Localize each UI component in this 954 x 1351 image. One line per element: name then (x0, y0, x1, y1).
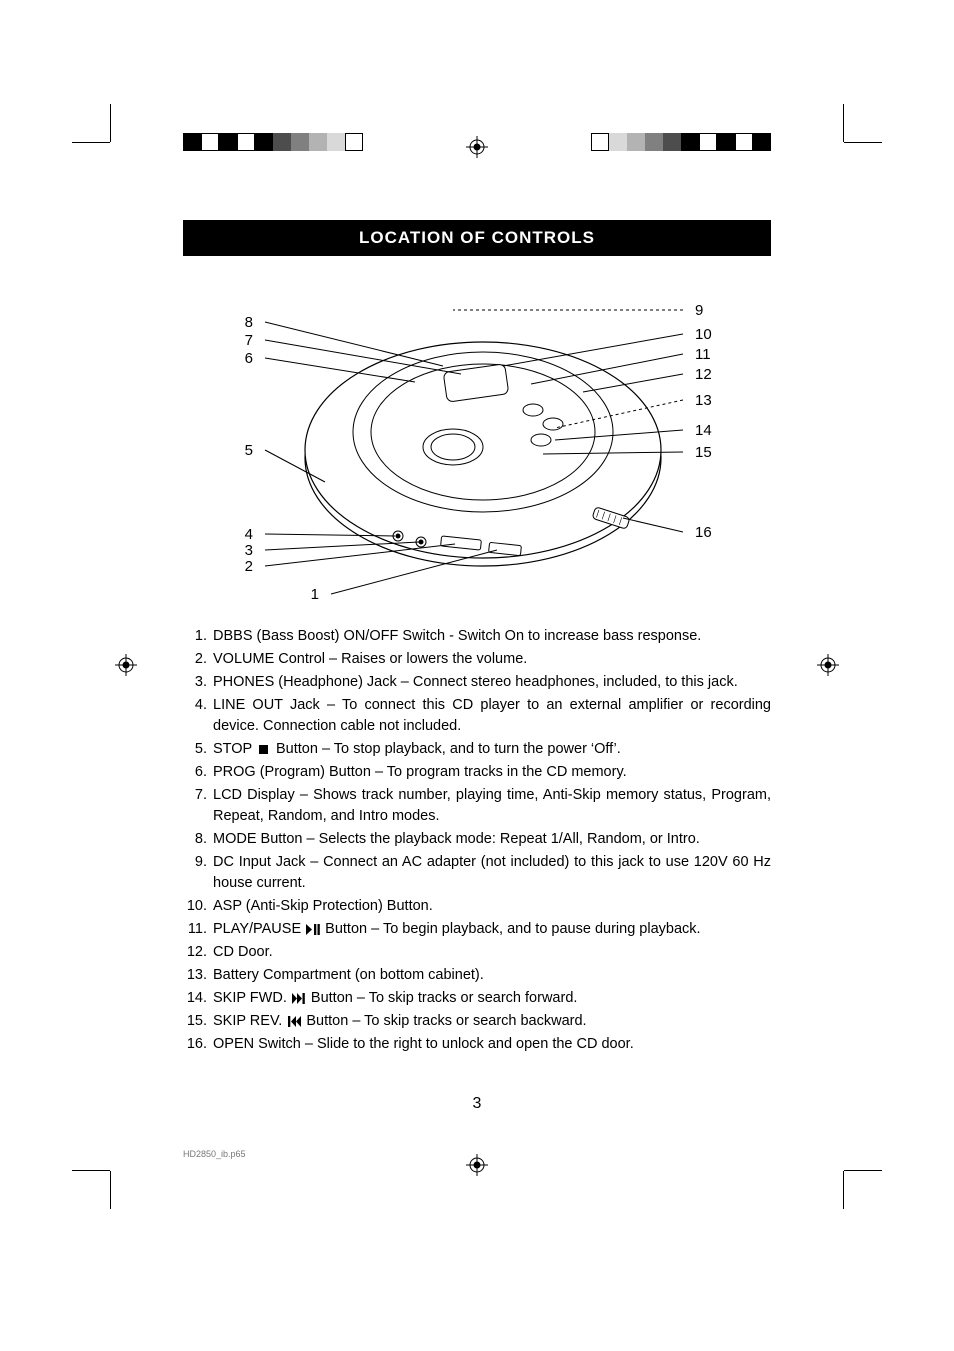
section-title: LOCATION OF CONTROLS (183, 220, 771, 256)
item-text: SKIP REV. Button – To skip tracks or sea… (213, 1013, 587, 1029)
list-item: 14. SKIP FWD. Button – To skip tracks or … (183, 988, 771, 1009)
svg-text:4: 4 (245, 526, 253, 543)
list-item: 8. MODE Button – Selects the playback mod… (183, 829, 771, 850)
controls-list: 1. DBBS (Bass Boost) ON/OFF Switch - Swit… (183, 626, 771, 1055)
item-text: PROG (Program) Button – To program track… (213, 764, 627, 780)
svg-text:3: 3 (245, 542, 253, 559)
item-number: 14. (183, 988, 207, 1009)
item-number: 6. (183, 762, 207, 783)
item-text: ASP (Anti-Skip Protection) Button. (213, 898, 433, 914)
list-item: 16. OPEN Switch – Slide to the right to u… (183, 1034, 771, 1055)
page: LOCATION OF CONTROLS 8765432191011121314… (0, 0, 954, 1351)
item-text: Battery Compartment (on bottom cabinet). (213, 967, 484, 983)
registration-mark-right (817, 654, 839, 676)
page-number: 3 (183, 1095, 771, 1113)
item-number: 5. (183, 739, 207, 760)
registration-mark-left (115, 654, 137, 676)
registration-mark-bottom (466, 1154, 488, 1176)
list-item: 6. PROG (Program) Button – To program tra… (183, 762, 771, 783)
item-number: 13. (183, 965, 207, 986)
color-bar-right (591, 133, 771, 151)
item-text: PHONES (Headphone) Jack – Connect stereo… (213, 674, 738, 690)
item-number: 7. (183, 785, 207, 806)
list-item: 9. DC Input Jack – Connect an AC adapter … (183, 852, 771, 894)
svg-text:16: 16 (695, 524, 712, 541)
skiprev-icon (287, 1016, 301, 1027)
item-number: 3. (183, 672, 207, 693)
item-number: 11. (183, 919, 207, 940)
svg-text:14: 14 (695, 422, 712, 439)
list-item: 4. LINE OUT Jack – To connect this CD pla… (183, 695, 771, 737)
list-item: 3. PHONES (Headphone) Jack – Connect ster… (183, 672, 771, 693)
content-area: LOCATION OF CONTROLS 8765432191011121314… (183, 220, 771, 1131)
svg-text:9: 9 (695, 302, 703, 319)
item-number: 8. (183, 829, 207, 850)
item-number: 9. (183, 852, 207, 873)
svg-text:11: 11 (695, 346, 711, 363)
item-number: 4. (183, 695, 207, 716)
item-number: 1. (183, 626, 207, 647)
skipfwd-icon (292, 993, 306, 1004)
footer-filename: HD2850_ib.p65 (183, 1149, 246, 1159)
svg-text:13: 13 (695, 392, 712, 409)
registration-mark-top (466, 136, 488, 158)
list-item: 11. PLAY/PAUSE Button – To begin playback… (183, 919, 771, 940)
stop-icon (257, 744, 271, 755)
item-text: OPEN Switch – Slide to the right to unlo… (213, 1036, 634, 1052)
color-bar-left (183, 133, 363, 151)
item-text: LINE OUT Jack – To connect this CD playe… (213, 697, 771, 734)
svg-text:8: 8 (245, 314, 253, 331)
list-item: 13. Battery Compartment (on bottom cabine… (183, 965, 771, 986)
item-text: SKIP FWD. Button – To skip tracks or sea… (213, 990, 577, 1006)
item-text: PLAY/PAUSE Button – To begin playback, a… (213, 921, 701, 937)
list-item: 10. ASP (Anti-Skip Protection) Button. (183, 896, 771, 917)
item-number: 10. (183, 896, 207, 917)
item-text: CD Door. (213, 944, 273, 960)
list-item: 2. VOLUME Control – Raises or lowers the … (183, 649, 771, 670)
playpause-icon (306, 924, 320, 935)
svg-text:7: 7 (245, 332, 253, 349)
controls-diagram: 876 5 432 1 9 10 11 12 13 14 15 16 (183, 282, 771, 612)
item-text: DC Input Jack – Connect an AC adapter (n… (213, 854, 771, 891)
item-text: STOP Button – To stop playback, and to t… (213, 741, 621, 757)
list-item: 5. STOP Button – To stop playback, and to… (183, 739, 771, 760)
item-text: MODE Button – Selects the playback mode:… (213, 831, 700, 847)
list-item: 15. SKIP REV. Button – To skip tracks or … (183, 1011, 771, 1032)
svg-text:15: 15 (695, 444, 712, 461)
item-number: 12. (183, 942, 207, 963)
svg-text:2: 2 (245, 558, 253, 575)
svg-text:6: 6 (245, 350, 253, 367)
svg-text:12: 12 (695, 366, 712, 383)
svg-text:1: 1 (311, 586, 319, 603)
item-text: LCD Display – Shows track number, playin… (213, 787, 771, 824)
list-item: 1. DBBS (Bass Boost) ON/OFF Switch - Swit… (183, 626, 771, 647)
svg-text:10: 10 (695, 326, 712, 343)
item-number: 15. (183, 1011, 207, 1032)
item-text: VOLUME Control – Raises or lowers the vo… (213, 651, 527, 667)
list-item: 12. CD Door. (183, 942, 771, 963)
item-text: DBBS (Bass Boost) ON/OFF Switch - Switch… (213, 628, 701, 644)
item-number: 2. (183, 649, 207, 670)
list-item: 7. LCD Display – Shows track number, play… (183, 785, 771, 827)
svg-text:5: 5 (245, 442, 253, 459)
item-number: 16. (183, 1034, 207, 1055)
